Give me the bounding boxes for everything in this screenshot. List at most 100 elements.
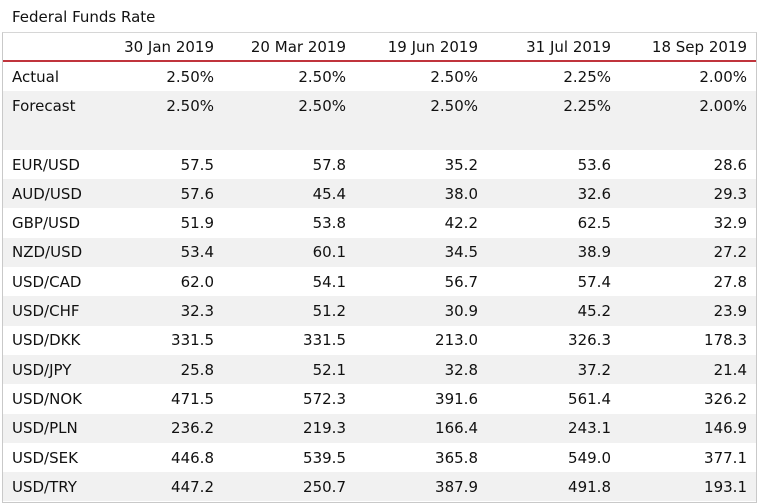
row-label: USD/PLN <box>3 413 98 443</box>
column-header: 31 Jul 2019 <box>487 33 620 62</box>
table-cell: 447.2 <box>98 472 223 502</box>
table-cell: 561.4 <box>568 389 611 408</box>
rates-table-frame: 30 Jan 2019 20 Mar 2019 19 Jun 2019 31 J… <box>2 32 757 503</box>
table-row: EUR/USD 57.5 57.8 35.2 53.6 28.6 <box>3 150 756 179</box>
table-cell: 539.5 <box>303 448 346 467</box>
table-cell: 56.7 <box>444 272 478 291</box>
table-cell: 2.00% <box>620 91 756 121</box>
column-header: 20 Mar 2019 <box>223 33 355 62</box>
column-header: 30 Jan 2019 <box>98 33 223 62</box>
rates-table: 30 Jan 2019 20 Mar 2019 19 Jun 2019 31 J… <box>3 33 756 502</box>
table-cell: 42.2 <box>444 214 478 233</box>
table-cell: 572.3 <box>303 389 346 408</box>
table-cell: 23.9 <box>620 296 756 326</box>
table-cell: 391.6 <box>435 389 478 408</box>
table-row: Forecast 2.50% 2.50% 2.50% 2.25% 2.00% <box>3 91 756 121</box>
row-label: NZD/USD <box>3 237 98 268</box>
row-label: Forecast <box>3 91 98 121</box>
table-row: USD/CAD 62.0 54.1 56.7 57.4 27.8 <box>3 267 756 296</box>
header-corner <box>3 33 98 62</box>
table-cell: 60.1 <box>223 237 355 268</box>
row-label: USD/CHF <box>3 296 98 326</box>
table-cell: 446.8 <box>171 448 214 467</box>
table-row: USD/SEK 446.8 539.5 365.8 549.0 377.1 <box>3 443 756 472</box>
table-cell: 53.8 <box>312 214 346 233</box>
table-cell: 377.1 <box>704 448 747 467</box>
row-label <box>3 120 98 150</box>
header-row: 30 Jan 2019 20 Mar 2019 19 Jun 2019 31 J… <box>3 33 756 62</box>
row-label: USD/JPY <box>3 354 98 385</box>
table-cell: 28.6 <box>713 155 747 174</box>
table-cell: 32.6 <box>487 179 620 209</box>
table-cell: 236.2 <box>98 413 223 443</box>
row-label: USD/CAD <box>12 272 82 291</box>
table-cell: 213.0 <box>435 331 478 350</box>
table-cell: 34.5 <box>355 237 487 268</box>
table-cell: 57.4 <box>577 272 611 291</box>
table-cell: 57.6 <box>98 179 223 209</box>
table-cell: 2.50% <box>223 91 355 121</box>
table-cell: 29.3 <box>620 179 756 209</box>
table-cell: 326.2 <box>704 389 747 408</box>
table-row: USD/NOK 471.5 572.3 391.6 561.4 326.2 <box>3 384 756 413</box>
row-label: AUD/USD <box>3 179 98 209</box>
table-cell: 32.3 <box>98 296 223 326</box>
table-cell: 193.1 <box>620 472 756 502</box>
table-cell: 62.0 <box>180 272 214 291</box>
table-title: Federal Funds Rate <box>12 8 156 26</box>
table-cell: 2.50% <box>430 67 478 86</box>
row-label: USD/SEK <box>12 448 78 467</box>
table-cell: 2.25% <box>487 91 620 121</box>
table-cell: 2.25% <box>563 67 611 86</box>
table-row: AUD/USD 57.6 45.4 38.0 32.6 29.3 <box>3 179 756 209</box>
table-cell: 243.1 <box>487 413 620 443</box>
table-cell <box>487 120 620 150</box>
table-cell: 32.8 <box>355 354 487 385</box>
table-cell <box>223 120 355 150</box>
table-cell: 21.4 <box>620 354 756 385</box>
row-label: GBP/USD <box>12 214 81 233</box>
table-cell: 250.7 <box>223 472 355 502</box>
row-label: EUR/USD <box>12 155 80 174</box>
spacer-row <box>3 120 756 150</box>
table-row: USD/JPY 25.8 52.1 32.8 37.2 21.4 <box>3 354 756 385</box>
table-cell: 491.8 <box>487 472 620 502</box>
row-label: Actual <box>12 67 59 86</box>
table-cell: 62.5 <box>577 214 611 233</box>
column-header: 18 Sep 2019 <box>620 33 756 62</box>
table-row: USD/DKK 331.5 331.5 213.0 326.3 178.3 <box>3 326 756 355</box>
table-cell: 27.2 <box>620 237 756 268</box>
table-cell <box>355 120 487 150</box>
table-cell: 52.1 <box>223 354 355 385</box>
table-cell: 53.6 <box>577 155 611 174</box>
table-cell: 45.2 <box>487 296 620 326</box>
table-cell: 35.2 <box>444 155 478 174</box>
table-cell: 331.5 <box>303 331 346 350</box>
row-label: USD/NOK <box>12 389 82 408</box>
table-cell: 166.4 <box>355 413 487 443</box>
table-cell: 57.8 <box>312 155 346 174</box>
table-cell: 51.2 <box>223 296 355 326</box>
table-row: Actual 2.50% 2.50% 2.50% 2.25% 2.00% <box>3 61 756 91</box>
table-cell: 25.8 <box>98 354 223 385</box>
table-cell: 38.9 <box>487 237 620 268</box>
table-cell: 326.3 <box>568 331 611 350</box>
table-cell: 2.50% <box>355 91 487 121</box>
table-cell: 51.9 <box>180 214 214 233</box>
table-row: GBP/USD 51.9 53.8 42.2 62.5 32.9 <box>3 208 756 237</box>
table-cell: 387.9 <box>355 472 487 502</box>
table-cell: 2.50% <box>98 91 223 121</box>
table-cell: 53.4 <box>98 237 223 268</box>
table-row: NZD/USD 53.4 60.1 34.5 38.9 27.2 <box>3 237 756 268</box>
table-cell: 146.9 <box>620 413 756 443</box>
table-cell: 2.50% <box>166 67 214 86</box>
table-cell: 27.8 <box>713 272 747 291</box>
table-cell <box>98 120 223 150</box>
table-cell: 219.3 <box>223 413 355 443</box>
table-row: USD/TRY 447.2 250.7 387.9 491.8 193.1 <box>3 472 756 502</box>
table-cell: 37.2 <box>487 354 620 385</box>
column-header: 19 Jun 2019 <box>355 33 487 62</box>
table-cell: 57.5 <box>180 155 214 174</box>
table-cell: 178.3 <box>704 331 747 350</box>
row-label: USD/TRY <box>3 472 98 502</box>
